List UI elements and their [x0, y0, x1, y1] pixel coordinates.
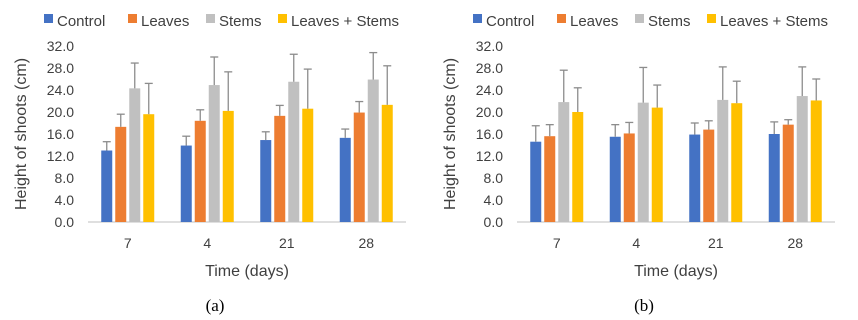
y-tick-label: 8.0 — [55, 170, 75, 186]
bar-control-4 — [180, 145, 192, 222]
y-axis-title: Height of shoots (cm) — [13, 58, 30, 210]
x-axis-title: Time (days) — [634, 263, 718, 280]
bar-leaves-stems-28 — [810, 100, 822, 222]
legend-label: Leaves — [141, 13, 189, 30]
x-axis-title: Time (days) — [205, 263, 289, 280]
bar-leaves-stems-4 — [651, 107, 663, 222]
legend-swatch-1 — [557, 14, 566, 23]
figure-caption: (a) — [206, 296, 225, 315]
y-tick-label: 20.0 — [47, 104, 74, 120]
legend-label: Leaves — [570, 13, 618, 30]
legend-swatch-0 — [473, 14, 482, 23]
y-tick-label: 0.0 — [55, 214, 75, 230]
legend-swatch-3 — [278, 14, 287, 23]
figure-caption: (b) — [634, 296, 654, 315]
y-tick-label: 28.0 — [47, 60, 74, 76]
legend-label: Stems — [219, 13, 262, 30]
bar-leaves-7 — [544, 136, 556, 222]
x-tick-label: 21 — [279, 235, 295, 251]
y-tick-label: 32.0 — [47, 38, 74, 54]
y-tick-label: 12.0 — [476, 148, 503, 164]
y-tick-label: 20.0 — [476, 104, 503, 120]
bar-leaves-stems-4 — [222, 110, 234, 222]
bar-control-28 — [768, 134, 780, 222]
y-tick-label: 12.0 — [47, 148, 74, 164]
y-tick-label: 28.0 — [476, 60, 503, 76]
bar-leaves-stems-7 — [143, 114, 155, 222]
bar-control-4 — [609, 136, 621, 222]
y-tick-label: 32.0 — [476, 38, 503, 54]
legend-label: Stems — [648, 13, 691, 30]
y-tick-label: 24.0 — [476, 82, 503, 98]
bar-leaves-4 — [623, 133, 635, 222]
bar-control-21 — [689, 134, 701, 222]
legend-swatch-1 — [128, 14, 137, 23]
x-tick-label: 4 — [632, 235, 640, 251]
bar-control-28 — [339, 137, 351, 222]
x-tick-label: 21 — [708, 235, 724, 251]
bar-leaves-4 — [194, 120, 206, 222]
bar-stems-7 — [129, 88, 141, 222]
bar-stems-21 — [288, 81, 300, 222]
bar-stems-7 — [558, 102, 570, 222]
y-tick-label: 24.0 — [47, 82, 74, 98]
bar-stems-21 — [717, 99, 729, 222]
bar-leaves-21 — [274, 115, 286, 222]
chart-panel-b: Control Leaves Stems Leaves + Stems 0.0 4.0 8.… — [429, 0, 858, 320]
bar-chart-b: Control Leaves Stems Leaves + Stems 0.0 4.0 8.… — [442, 13, 835, 315]
legend-label: Leaves + Stems — [720, 13, 828, 30]
bar-control-21 — [260, 140, 272, 222]
legend-swatch-2 — [206, 14, 215, 23]
bar-chart-a: Control Leaves Stems Leaves + Stems 0.0 4.0 8.… — [13, 13, 406, 315]
bar-leaves-28 — [353, 112, 365, 222]
legend-swatch-0 — [44, 14, 53, 23]
bar-leaves-21 — [703, 129, 715, 222]
y-tick-label: 4.0 — [484, 192, 504, 208]
bar-leaves-28 — [782, 124, 794, 222]
chart-panel-a: Control Leaves Stems Leaves + Stems 0.0 4.0 8.… — [13, 13, 406, 315]
bar-stems-4 — [637, 102, 649, 222]
bar-stems-4 — [208, 85, 220, 222]
y-tick-label: 4.0 — [55, 192, 75, 208]
bar-leaves-7 — [115, 126, 127, 222]
y-tick-label: 8.0 — [484, 170, 504, 186]
bar-control-7 — [530, 141, 542, 222]
bar-stems-28 — [367, 79, 379, 222]
x-tick-label: 7 — [124, 235, 132, 251]
bar-leaves-stems-21 — [302, 108, 314, 222]
legend-swatch-2 — [635, 14, 644, 23]
x-tick-label: 28 — [358, 235, 374, 251]
y-tick-label: 16.0 — [476, 126, 503, 142]
x-tick-label: 28 — [787, 235, 803, 251]
bar-control-7 — [101, 150, 113, 222]
bar-leaves-stems-7 — [572, 112, 584, 222]
legend-label: Leaves + Stems — [291, 13, 399, 30]
legend-label: Control — [57, 13, 105, 30]
x-tick-label: 7 — [553, 235, 561, 251]
legend-swatch-3 — [707, 14, 716, 23]
bar-leaves-stems-28 — [381, 104, 393, 222]
bar-stems-28 — [796, 96, 808, 222]
y-tick-label: 0.0 — [484, 214, 504, 230]
x-tick-label: 4 — [203, 235, 211, 251]
bar-leaves-stems-21 — [731, 103, 743, 222]
y-tick-label: 16.0 — [47, 126, 74, 142]
legend-label: Control — [486, 13, 534, 30]
y-axis-title: Height of shoots (cm) — [442, 58, 459, 210]
